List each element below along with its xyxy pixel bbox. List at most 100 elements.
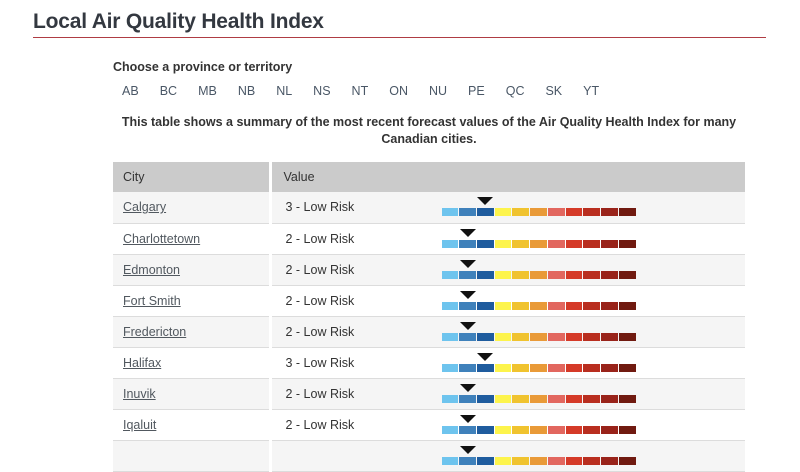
aqhi-scale-segment [530, 363, 547, 372]
aqhi-scale-segment [494, 394, 512, 403]
aqhi-scale-segment [459, 394, 476, 403]
table-row: Calgary 3 - Low Risk [113, 192, 745, 224]
page-title: Local Air Quality Health Index [33, 10, 324, 33]
aqhi-marker-down-triangle-icon [459, 290, 476, 299]
aqhi-value-label: 3 - Low Risk [285, 200, 355, 215]
aqhi-value-label: 2 - Low Risk [285, 417, 355, 432]
city-link[interactable]: Edmonton [123, 262, 180, 277]
aqhi-scale-bar [441, 239, 636, 248]
province-link-pe[interactable]: PE [468, 84, 485, 98]
aqhi-scale-segment [494, 456, 512, 465]
city-link[interactable]: Fredericton [123, 324, 187, 339]
province-link-on[interactable]: ON [389, 84, 408, 98]
value-cell: 2 - Low Risk [268, 254, 745, 286]
aqhi-value-label: 2 - Low Risk [285, 231, 355, 246]
aqhi-scale-segment [618, 425, 636, 434]
province-link-nt[interactable]: NT [351, 84, 369, 98]
table-row: Fort Smith 2 - Low Risk [113, 285, 745, 317]
aqhi-scale-segment [618, 363, 636, 372]
aqhi-scale-segment [565, 270, 583, 279]
province-link-nb[interactable]: NB [237, 84, 256, 98]
province-link-qc[interactable]: QC [505, 84, 525, 98]
province-link-ns[interactable]: NS [313, 84, 331, 98]
aqhi-scale-segment [441, 363, 459, 372]
aqhi-scale-segment [547, 239, 565, 248]
province-link-nl[interactable]: NL [276, 84, 293, 98]
aqhi-scale-segment [547, 332, 565, 341]
aqhi-scale [441, 441, 636, 472]
aqhi-marker-down-triangle-icon [477, 197, 494, 205]
aqhi-scale-segment [601, 456, 618, 465]
province-link-yt[interactable]: YT [583, 84, 600, 98]
aqhi-scale-segment [530, 208, 547, 216]
province-link-nu[interactable]: NU [428, 84, 448, 98]
column-header-value: Value [268, 162, 745, 192]
city-cell: Halifax [113, 347, 270, 379]
aqhi-scale-segment [476, 425, 494, 434]
aqhi-scale-segment [476, 239, 494, 248]
city-link[interactable]: Charlottetown [123, 231, 201, 246]
aqhi-scale-segment [494, 270, 512, 279]
aqhi-marker-down-triangle-icon [459, 228, 476, 237]
city-cell: Fort Smith [113, 285, 270, 317]
aqhi-scale-segment [441, 239, 459, 248]
city-cell: Calgary [113, 192, 270, 224]
aqhi-scale-bar [441, 363, 636, 372]
province-links: AB BC MB NB NL NS NT ON NU PE QC SK YT [122, 83, 745, 99]
value-cell: 2 - Low Risk [268, 409, 745, 441]
title-accent-line [33, 37, 766, 38]
aqhi-scale-segment [618, 332, 636, 341]
aqhi-marker-down-triangle-icon [459, 383, 476, 392]
aqhi-scale-segment [618, 456, 636, 465]
table-row: Inuvik 2 - Low Risk [113, 378, 745, 410]
province-link-sk[interactable]: SK [545, 84, 563, 98]
aqhi-scale-segment [459, 239, 476, 248]
province-link-bc[interactable]: BC [159, 84, 178, 98]
aqhi-scale-segment [530, 394, 547, 403]
aqhi-scale-segment [565, 239, 583, 248]
aqhi-scale-segment [547, 270, 565, 279]
table-description: This table shows a summary of the most r… [121, 115, 737, 146]
aqhi-scale-segment [530, 239, 547, 248]
city-link[interactable]: Calgary [123, 200, 167, 215]
aqhi-scale-segment [601, 363, 618, 372]
content: Choose a province or territory AB BC MB NB N… [113, 59, 745, 472]
city-cell: Edmonton [113, 254, 270, 286]
city-link[interactable]: Inuvik [123, 386, 156, 401]
aqhi-scale-bar [441, 332, 636, 341]
aqhi-scale-segment [441, 301, 459, 310]
aqhi-scale-segment [565, 456, 583, 465]
table-row: Halifax 3 - Low Risk [113, 347, 745, 379]
city-link[interactable]: Iqaluit [123, 417, 157, 432]
aqhi-scale-segment [583, 208, 601, 216]
aqhi-scale-segment [494, 301, 512, 310]
table-row: Charlottetown 2 - Low Risk [113, 223, 745, 255]
city-link[interactable]: Halifax [123, 355, 162, 370]
aqhi-scale-segment [565, 363, 583, 372]
city-link[interactable]: Fort Smith [123, 293, 181, 308]
aqhi-scale-segment [494, 332, 512, 341]
province-chooser-label: Choose a province or territory [113, 60, 293, 74]
aqhi-scale [441, 348, 636, 379]
province-link-mb[interactable]: MB [198, 84, 217, 98]
aqhi-scale-segment [476, 394, 494, 403]
aqhi-scale-segment [512, 301, 530, 310]
aqhi-scale-segment [459, 425, 476, 434]
aqhi-scale-segment [441, 208, 459, 216]
province-link-ab[interactable]: AB [122, 84, 139, 98]
aqhi-scale-segment [459, 208, 476, 216]
value-cell: 3 - Low Risk [268, 192, 745, 224]
aqhi-scale-bar [441, 208, 636, 216]
aqhi-scale-segment [565, 332, 583, 341]
aqhi-scale-segment [512, 270, 530, 279]
aqhi-scale [441, 255, 636, 286]
aqhi-scale-segment [618, 301, 636, 310]
aqhi-scale [441, 192, 636, 223]
aqhi-scale-segment [512, 363, 530, 372]
city-cell: Iqaluit [113, 409, 270, 441]
aqhi-scale [441, 224, 636, 255]
aqhi-scale-segment [476, 363, 494, 372]
aqhi-scale-segment [547, 394, 565, 403]
aqhi-scale-segment [494, 363, 512, 372]
